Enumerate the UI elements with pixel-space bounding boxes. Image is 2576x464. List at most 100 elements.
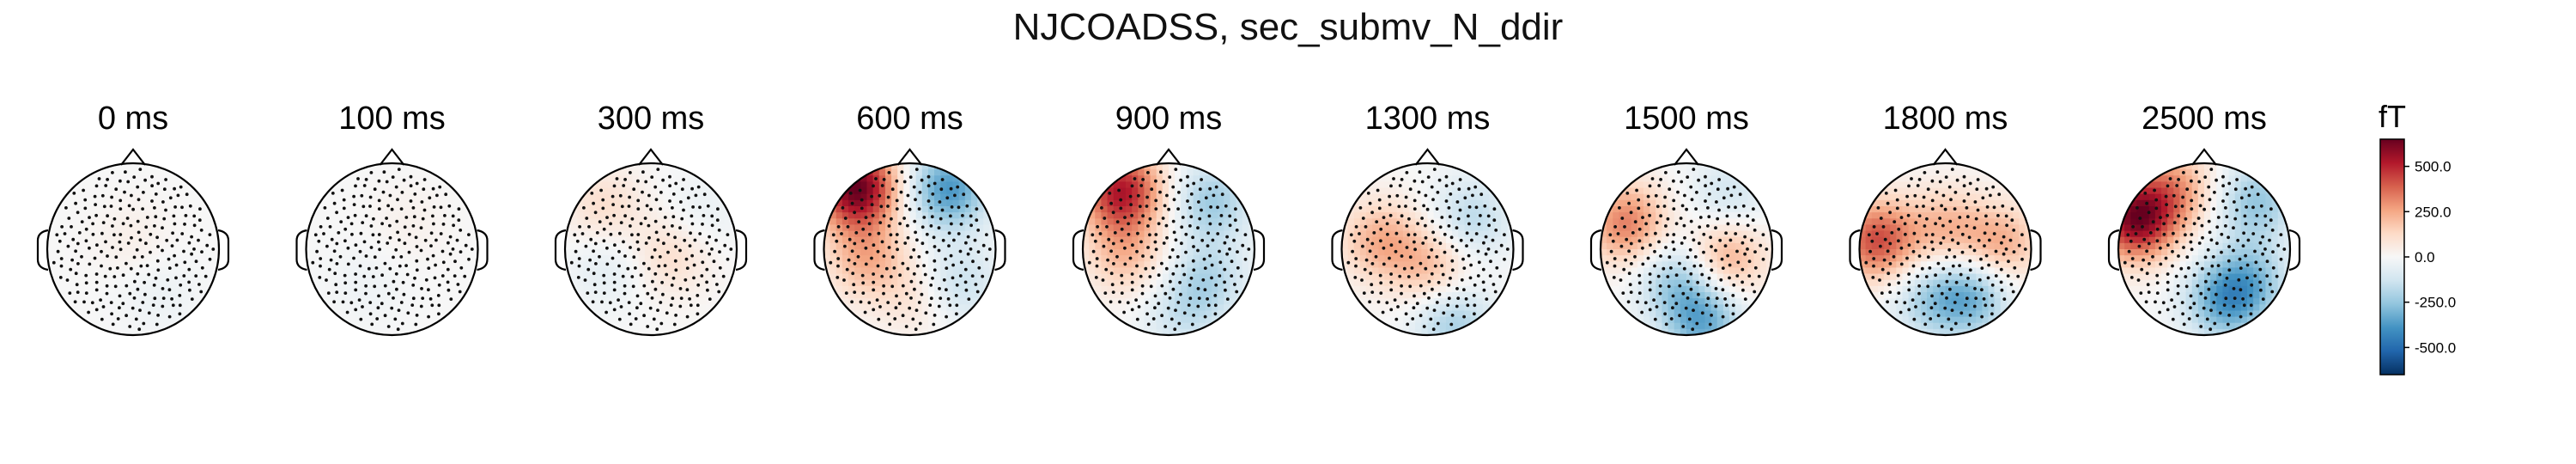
topomap-cell (909, 169, 917, 176)
topomap-cell (1378, 206, 1386, 213)
topomap-cell (1439, 236, 1447, 244)
topomap-cell (163, 298, 171, 305)
topomap-cell (946, 292, 954, 299)
topomap-cell (1445, 218, 1453, 226)
topomap-cell (416, 175, 423, 183)
sensor-marker (649, 207, 653, 211)
topomap-cell (139, 193, 146, 201)
topomap-cell (176, 304, 183, 312)
sensor-marker (121, 302, 125, 306)
sensor-marker (1117, 188, 1121, 192)
topomap-cell (1138, 169, 1145, 176)
topomap-cell (1199, 310, 1206, 318)
topomap-cell (1113, 212, 1121, 219)
topomap-cell (324, 230, 331, 238)
sensor-marker (961, 214, 964, 217)
topomap-cell (712, 212, 720, 219)
sensor-marker (84, 239, 88, 243)
topomap-cell (404, 255, 411, 262)
topomap-cell (694, 187, 701, 195)
topomap-cell (361, 292, 368, 299)
topomap-cell (176, 206, 183, 213)
topomap-cell (644, 267, 652, 275)
topomap-cell (1248, 242, 1255, 250)
topomap-cell (1378, 249, 1386, 256)
topomap-cell (1144, 267, 1151, 275)
topomap-cell (687, 206, 695, 213)
topomap-cell (83, 187, 91, 195)
sensor-marker (325, 244, 329, 248)
topomap-cell (854, 279, 861, 287)
topomap-cell (163, 224, 171, 232)
topomap-cell (940, 249, 947, 256)
topomap-cell (447, 236, 454, 244)
sensor-marker (643, 217, 647, 220)
sensor-marker (969, 214, 973, 218)
topomap-cell (453, 224, 460, 232)
topomap-cell (681, 187, 689, 195)
topomap-cell (583, 261, 591, 269)
topomap-cell (1236, 218, 1243, 226)
topomap-cell (638, 249, 646, 256)
sensor-marker (161, 226, 164, 230)
sensor-marker (1188, 224, 1192, 228)
sensor-marker (1202, 257, 1206, 261)
sensor-marker (985, 257, 988, 261)
topomap-cell (878, 224, 886, 232)
topomap-cell (663, 230, 671, 238)
topomap-cell (1421, 212, 1429, 219)
topomap-cell (1224, 273, 1231, 281)
topomap-cell (139, 249, 146, 256)
sensor-marker (696, 303, 700, 308)
topomap-cell (434, 218, 442, 226)
topomap-cell (324, 236, 331, 244)
topomap-cell (200, 218, 208, 226)
sensor-marker (192, 247, 196, 251)
sensor-marker (409, 199, 413, 203)
topomap-cell (657, 181, 664, 189)
topomap-cell (884, 236, 892, 244)
sensor-marker (102, 205, 106, 209)
sensor-marker (64, 206, 68, 210)
topomap-cell (1396, 187, 1404, 195)
topomap-cell (620, 298, 628, 305)
topomap-cell (1421, 292, 1429, 299)
sensor-marker (101, 305, 106, 308)
sensor-marker (335, 290, 339, 294)
topomap-cell (934, 199, 941, 207)
topomap-cell (434, 206, 442, 213)
topomap-cell (1181, 304, 1188, 312)
topomap-cell (1409, 212, 1416, 219)
topomap-cell (1421, 218, 1429, 226)
topomap-cell (1242, 224, 1249, 232)
topomap-cell (404, 285, 411, 293)
sensor-marker (1157, 302, 1161, 306)
topomap-cell (841, 224, 849, 232)
topomap-cell (644, 292, 652, 299)
topomap-cell (675, 181, 683, 189)
sensor-marker (950, 222, 953, 226)
topomap-cell (459, 249, 466, 256)
topomap-cell (1101, 199, 1109, 207)
head-outline (46, 162, 221, 337)
topomap-cell (90, 279, 97, 287)
topomap-cell (386, 163, 393, 170)
topomap-cell (151, 322, 159, 330)
sensor-marker (583, 278, 587, 282)
topomap-cell (866, 212, 874, 219)
topomap-cell (952, 273, 960, 281)
topomap-cell (343, 298, 350, 305)
topomap-cell (669, 279, 677, 287)
topomap-cell (102, 218, 110, 226)
topomap-cell (712, 279, 720, 287)
sensor-marker (1192, 245, 1195, 248)
topomap-cell (940, 181, 947, 189)
sensor-marker (204, 274, 208, 278)
topomap-cell (952, 175, 960, 183)
topomap-cell (1224, 224, 1231, 232)
topomap-cell (663, 298, 671, 305)
sensor-marker (364, 214, 368, 218)
topomap-cell (1242, 267, 1249, 275)
topomap-cell (1205, 193, 1212, 201)
sensor-marker (621, 274, 625, 278)
